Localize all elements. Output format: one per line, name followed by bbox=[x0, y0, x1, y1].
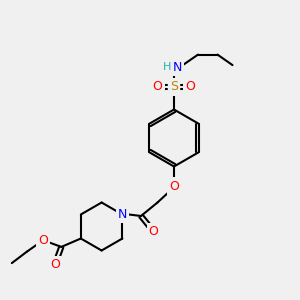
Text: O: O bbox=[169, 179, 179, 193]
Text: O: O bbox=[50, 258, 60, 272]
Text: N: N bbox=[173, 61, 182, 74]
Text: O: O bbox=[38, 234, 48, 247]
Text: O: O bbox=[153, 80, 162, 94]
Text: N: N bbox=[118, 208, 127, 221]
Text: S: S bbox=[170, 80, 178, 94]
Text: O: O bbox=[149, 225, 158, 238]
Text: O: O bbox=[186, 80, 195, 94]
Text: H: H bbox=[163, 62, 171, 73]
